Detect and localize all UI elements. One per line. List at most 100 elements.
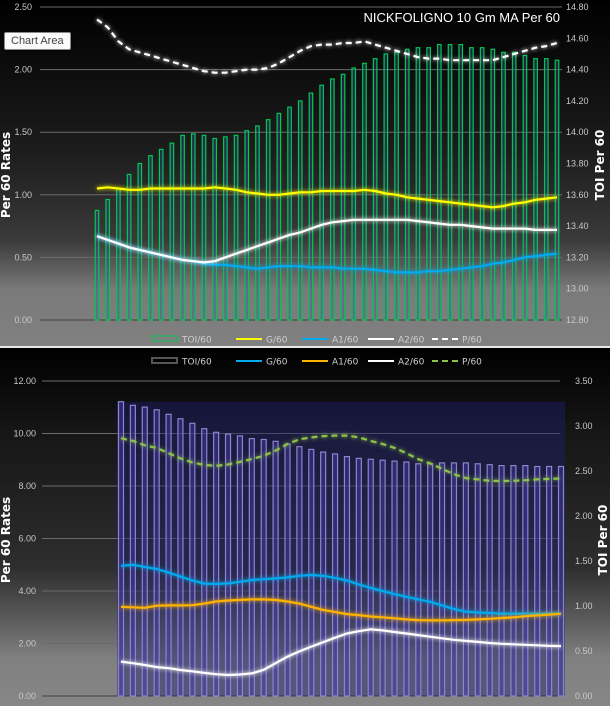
right-tick-label: 14.80	[566, 2, 589, 12]
legend-label: TOI/60	[181, 358, 212, 368]
left-axis-title: Per 60 Rates	[0, 497, 13, 583]
right-tick-label: 13.40	[566, 221, 589, 231]
toi-bar	[391, 460, 398, 697]
legend-label: G/60	[266, 358, 288, 368]
toi-bar	[248, 438, 255, 697]
series-line-p	[120, 434, 562, 483]
toi-bar	[297, 100, 303, 321]
right-tick-label: 0.50	[575, 646, 593, 656]
toi-bar	[276, 112, 282, 321]
toi-bar	[272, 440, 279, 697]
toi-bar	[201, 134, 207, 321]
toi-bar	[180, 134, 185, 321]
top-chart-panel	[0, 0, 610, 346]
right-tick-label: 13.60	[566, 190, 589, 200]
toi-bar	[415, 47, 421, 321]
toi-bar	[189, 422, 196, 697]
series-line-p	[96, 18, 558, 74]
legend-label: G/60	[266, 336, 288, 346]
toi-bar	[436, 43, 442, 321]
toi-bar	[116, 187, 121, 321]
legend-label: P/60	[462, 358, 482, 368]
right-tick-label: 14.00	[566, 127, 589, 137]
toi-bar	[308, 448, 315, 697]
legend-label: A2/60	[398, 336, 425, 346]
toi-bar	[372, 58, 378, 321]
toi-bar	[255, 125, 260, 321]
right-tick-label: 2.00	[575, 511, 593, 521]
toi-bar	[141, 406, 148, 697]
toi-bar	[94, 209, 100, 321]
toi-bar	[201, 428, 208, 697]
right-tick-label: 13.20	[566, 252, 589, 262]
toi-bar	[458, 43, 464, 321]
left-tick-label: 0.00	[14, 315, 32, 325]
toi-bar	[546, 465, 553, 697]
toi-bar	[137, 162, 143, 321]
right-tick-label: 13.80	[566, 159, 589, 169]
left-tick-label: 12.00	[13, 376, 36, 386]
toi-bar	[331, 453, 339, 697]
toi-bar	[362, 62, 367, 321]
series-line-a1	[120, 598, 562, 622]
left-axis-title: Per 60 Rates	[0, 132, 13, 218]
toi-bar	[190, 133, 196, 321]
legend-swatch-toi	[151, 335, 178, 342]
right-tick-label: 12.80	[566, 315, 589, 325]
toi-bar	[533, 58, 538, 321]
toi-bar	[213, 431, 220, 697]
legend-label: P/60	[462, 336, 482, 346]
toi-bar	[340, 73, 346, 321]
toi-bar	[543, 58, 549, 321]
toi-bar	[158, 148, 164, 321]
toi-bar	[148, 155, 153, 321]
right-tick-label: 2.50	[575, 466, 593, 476]
toi-bar	[223, 136, 228, 321]
toi-bar	[244, 130, 250, 321]
toi-bar	[105, 198, 111, 321]
series-line-g	[120, 563, 561, 615]
toi-bar	[383, 53, 389, 321]
toi-bar	[319, 84, 325, 321]
toi-bar	[438, 462, 446, 697]
toi-bar	[224, 433, 232, 697]
toi-bar	[394, 51, 399, 321]
right-tick-label: 14.60	[566, 33, 589, 43]
left-tick-label: 1.50	[14, 127, 32, 137]
left-tick-label: 8.00	[18, 481, 36, 491]
toi-bar	[169, 142, 175, 321]
toi-bar	[450, 462, 458, 697]
toi-bar	[474, 463, 481, 697]
toi-bar	[287, 106, 292, 321]
toi-bar	[117, 401, 125, 697]
toi-bar	[265, 119, 271, 321]
toi-bar	[490, 48, 496, 321]
toi-bar	[486, 464, 493, 697]
left-tick-label: 1.00	[14, 190, 32, 200]
toi-bar	[498, 465, 505, 697]
toi-bar	[427, 463, 434, 697]
chart-area-tooltip: Chart Area	[4, 32, 71, 50]
series-line-a1	[96, 235, 558, 274]
legend-label: A1/60	[332, 336, 359, 346]
chart-1: 0.00 0.50 1.00 1.50 2.00 2.50 12.80 13.00 13.20 1…	[0, 2, 607, 346]
right-tick-label: 3.00	[575, 421, 593, 431]
toi-bar	[351, 67, 357, 321]
toi-bar	[447, 43, 453, 321]
left-tick-label: 0.00	[18, 691, 36, 701]
legend-swatch-toi	[151, 357, 178, 364]
toi-bar	[379, 459, 386, 697]
toi-bar	[329, 78, 335, 321]
toi-bar	[165, 413, 172, 697]
toi-bar	[554, 59, 560, 321]
chart-title: NICKFOLIGNO 10 Gm MA Per 60	[363, 10, 561, 25]
left-tick-label: 6.00	[18, 534, 36, 544]
legend-label: TOI/60	[181, 336, 212, 346]
toi-bar	[534, 465, 541, 697]
toi-bar	[415, 463, 422, 697]
toi-bar	[501, 51, 506, 321]
right-tick-label: 14.20	[566, 96, 589, 106]
toi-bar	[153, 409, 160, 697]
toi-bar	[212, 137, 218, 321]
